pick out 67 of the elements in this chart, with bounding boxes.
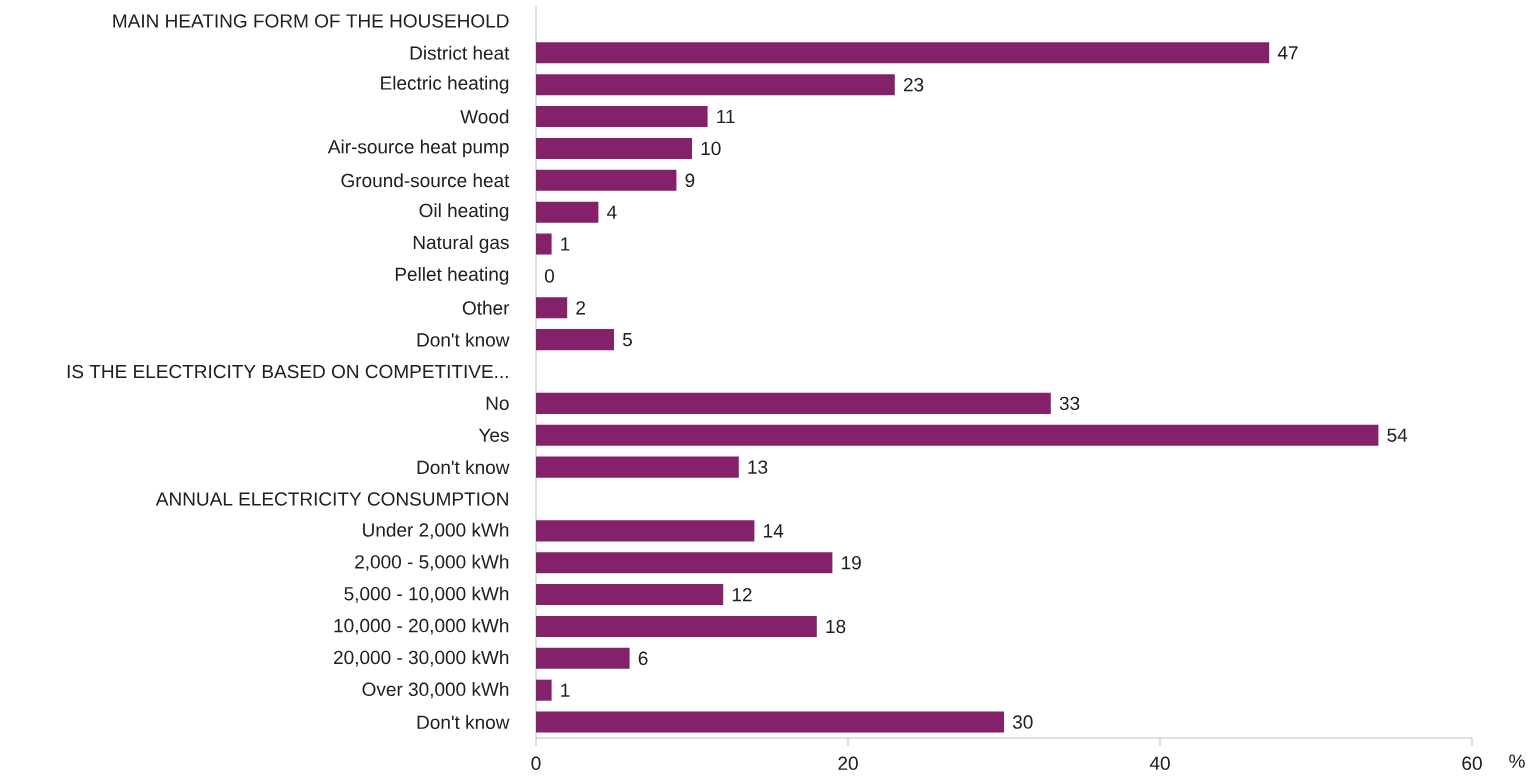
data-label: 0 (544, 269, 555, 283)
data-label: 4 (607, 205, 617, 219)
data-label: 13 (748, 460, 768, 474)
bar (536, 456, 739, 478)
y-tick-label: Over 30,000 kWh (362, 682, 509, 699)
y-tick-label: MAIN HEATING FORM OF THE HOUSEHOLD (113, 14, 509, 28)
x-tick-label: 60 (1462, 756, 1482, 770)
y-tick-label: Don't know (417, 715, 510, 730)
data-label: 54 (1387, 428, 1408, 442)
bar (536, 711, 1005, 733)
data-label: 5 (622, 333, 632, 347)
data-label: 2 (576, 301, 586, 315)
data-label: 19 (842, 556, 861, 570)
data-label: 33 (1059, 396, 1080, 411)
y-tick-label: Air-source heat pump (327, 139, 509, 158)
bar (536, 74, 895, 96)
bar (536, 201, 599, 223)
bar (536, 679, 552, 701)
bar (536, 42, 1270, 64)
data-label: 14 (764, 524, 784, 538)
bar (536, 169, 677, 191)
data-label: 23 (903, 77, 924, 92)
bar (536, 424, 1379, 446)
data-label: 11 (717, 110, 735, 124)
y-tick-label: 2,000 - 5,000 kWh (355, 554, 509, 571)
y-tick-label: ANNUAL ELECTRICITY CONSUMPTION (155, 492, 508, 506)
y-tick-label: Pellet heating (395, 267, 509, 285)
data-label: 1 (561, 237, 570, 251)
data-label: 30 (1012, 715, 1033, 729)
y-tick-label: Yes (478, 428, 509, 442)
data-label: 12 (732, 587, 752, 602)
bar (536, 615, 817, 637)
y-tick-label: Wood (460, 109, 509, 124)
bar (536, 552, 833, 574)
x-tick-label: 0 (531, 756, 541, 770)
x-tick-label: 20 (838, 756, 858, 770)
data-label: 47 (1277, 46, 1298, 60)
y-tick-label: 20,000 - 30,000 kWh (334, 650, 509, 667)
y-tick-label: Electric heating (381, 75, 509, 94)
data-label: 6 (638, 651, 648, 666)
bar (536, 520, 755, 542)
y-tick-label: Oil heating (419, 203, 509, 222)
bar (536, 392, 1051, 414)
y-tick-label: Other (462, 300, 510, 315)
y-tick-label: No (486, 396, 509, 411)
bar (536, 329, 614, 351)
bar (536, 297, 568, 319)
y-tick-label: 10,000 - 20,000 kWh (334, 618, 509, 635)
y-tick-label: IS THE ELECTRICITY BASED ON COMPETITIVE... (67, 364, 508, 379)
y-tick-label: Don't know (417, 332, 510, 347)
bar (536, 106, 708, 128)
y-tick-label: District heat (410, 45, 510, 60)
bar (536, 584, 724, 606)
bar (536, 233, 552, 255)
data-label: 10 (701, 141, 721, 156)
x-axis-title: % (1509, 754, 1525, 768)
bar (536, 137, 693, 159)
data-label: 9 (685, 173, 695, 188)
y-tick-label: Ground-source heat (341, 173, 510, 188)
x-tick-label: 40 (1149, 756, 1170, 770)
y-tick-label: Don't know (417, 460, 510, 475)
data-label: 18 (826, 619, 846, 634)
y-tick-label: Under 2,000 kWh (363, 522, 509, 539)
y-tick-label: 5,000 - 10,000 kWh (344, 586, 509, 603)
data-label: 1 (561, 683, 570, 697)
y-tick-label: Natural gas (413, 235, 509, 253)
bar (536, 647, 630, 669)
